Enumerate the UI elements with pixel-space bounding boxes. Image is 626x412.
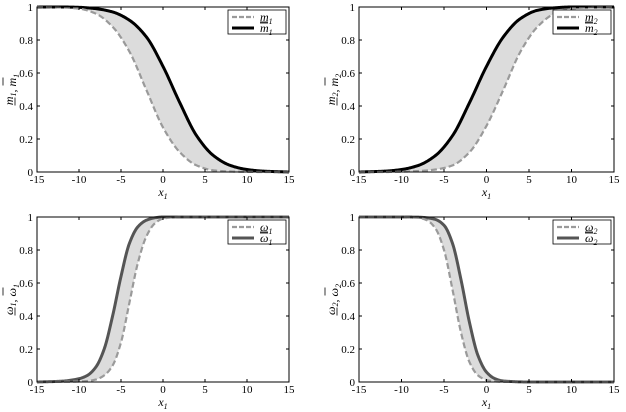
x-tick-label: -15 (30, 174, 45, 186)
y-tick-label: 0.8 (341, 245, 355, 257)
x-tick-label: 5 (202, 384, 208, 396)
y-tick-label: 1 (350, 212, 356, 224)
x-axis-label: x1 (157, 185, 167, 201)
y-tick-label: 0.8 (341, 35, 355, 47)
x-tick-label: -5 (116, 384, 126, 396)
x-tick-label: 10 (242, 174, 254, 186)
x-tick-label: 0 (160, 384, 166, 396)
x-tick-label: -5 (439, 384, 449, 396)
y-tick-label: 0.6 (19, 68, 33, 80)
svg-text:m1, m1: m1, m1 (2, 74, 21, 105)
legend-entry: ω2 (585, 231, 597, 247)
x-tick-label: -15 (352, 384, 367, 396)
x-tick-label: -10 (72, 384, 87, 396)
x-tick-label: -10 (394, 384, 409, 396)
uncertainty-band (359, 7, 614, 172)
svg-text:m2, m2: m2, m2 (324, 74, 343, 105)
y-axis-label: m1, m1 (2, 74, 21, 106)
y-tick-label: 0 (350, 167, 356, 179)
x-tick-label: 10 (566, 384, 578, 396)
svg-text:x1: x1 (157, 185, 167, 201)
y-tick-label: 0.8 (19, 35, 33, 47)
x-axis-label: x1 (481, 395, 491, 411)
x-axis-label: x1 (481, 185, 491, 201)
x-tick-label: 15 (284, 174, 296, 186)
y-tick-label: 0.2 (341, 344, 355, 356)
y-tick-label: 1 (350, 2, 356, 14)
uncertainty-band (37, 7, 289, 172)
y-tick-label: 0.4 (19, 101, 33, 113)
y-tick-label: 0.6 (19, 278, 33, 290)
x-tick-label: 15 (609, 174, 621, 186)
legend-entry: ω2 (585, 220, 597, 236)
y-tick-label: 0.8 (19, 245, 33, 257)
x-tick-label: 0 (484, 384, 490, 396)
y-tick-label: 0 (350, 377, 356, 389)
x-tick-label: -5 (116, 174, 126, 186)
x-tick-label: -5 (439, 174, 449, 186)
legend-entry: m2 (585, 10, 598, 26)
series-line-dashed (36, 5, 289, 174)
y-tick-label: 0.2 (19, 134, 33, 146)
x-tick-label: -10 (72, 174, 87, 186)
x-tick-label: 5 (202, 174, 208, 186)
legend-entry: ω1 (260, 220, 272, 236)
x-tick-label: -15 (30, 384, 45, 396)
x-tick-label: 0 (484, 174, 490, 186)
svg-text:x1: x1 (157, 395, 167, 411)
legend-entry: m2 (585, 21, 598, 37)
svg-text:x1: x1 (481, 395, 491, 411)
y-tick-label: 1 (28, 212, 34, 224)
x-axis-label: x1 (157, 395, 167, 411)
y-tick-label: 0.4 (19, 311, 33, 323)
y-tick-label: 1 (28, 2, 34, 14)
svg-text:x1: x1 (481, 185, 491, 201)
x-tick-label: -10 (394, 174, 409, 186)
y-axis-label: m2, m2 (324, 74, 343, 106)
x-tick-label: 15 (284, 384, 296, 396)
x-tick-label: 10 (242, 384, 254, 396)
y-tick-label: 0.4 (341, 101, 355, 113)
y-tick-label: 0.6 (341, 68, 355, 80)
x-tick-label: 15 (609, 384, 621, 396)
y-tick-label: 0 (28, 377, 34, 389)
y-tick-label: 0.6 (341, 278, 355, 290)
x-tick-label: 5 (526, 384, 532, 396)
svg-text:ω1, ω1: ω1, ω1 (2, 284, 21, 315)
legend-entry: m1 (260, 21, 273, 37)
svg-text:ω2, ω2: ω2, ω2 (324, 284, 343, 315)
y-axis-label: ω1, ω1 (2, 284, 21, 316)
y-tick-label: 0.2 (341, 134, 355, 146)
legend-entry: m1 (260, 10, 273, 26)
legend-entry: ω1 (260, 231, 272, 247)
x-tick-label: 10 (566, 174, 578, 186)
x-tick-label: 0 (160, 174, 166, 186)
y-tick-label: 0 (28, 167, 34, 179)
y-tick-label: 0.2 (19, 344, 33, 356)
x-tick-label: 5 (526, 174, 532, 186)
y-tick-label: 0.4 (341, 311, 355, 323)
x-tick-label: -15 (352, 174, 367, 186)
y-axis-label: ω2, ω2 (324, 284, 343, 316)
